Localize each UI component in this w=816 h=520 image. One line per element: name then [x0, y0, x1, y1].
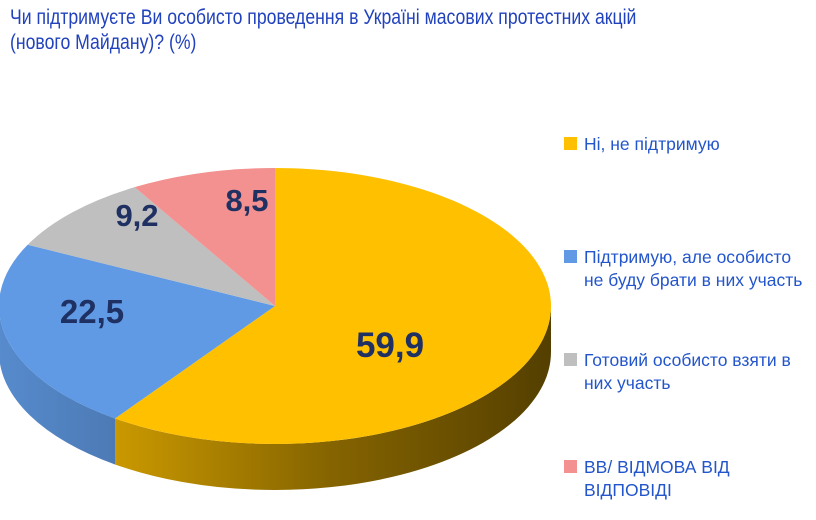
chart-title: Чи підтримуєте Ви особисто проведення в … [10, 5, 636, 55]
legend-label: Підтримую, але особисто не буду брати в … [584, 247, 803, 290]
slice-value-label: 8,5 [225, 183, 269, 218]
legend-item: Підтримую, але особисто не буду брати в … [564, 246, 814, 292]
legend-label: Готовий особисто взяти в них участь [584, 350, 791, 393]
legend-item: Готовий особисто взяти в них участь [564, 349, 814, 395]
legend-label: ВВ/ ВІДМОВА ВІД ВІДПОВІДІ [584, 457, 730, 500]
slice-value-label: 59,9 [355, 326, 425, 365]
chart-title-line-1: Чи підтримуєте Ви особисто проведення в … [10, 6, 637, 29]
legend-swatch [564, 250, 577, 263]
chart-title-line-2: (нового Майдану)? (%) [10, 31, 197, 54]
slice-value-label: 9,2 [115, 198, 159, 233]
legend-item: ВВ/ ВІДМОВА ВІД ВІДПОВІДІ [564, 456, 814, 502]
legend: Ні, не підтримую Підтримую, але особисто… [564, 0, 814, 520]
legend-swatch [564, 460, 577, 473]
legend-swatch [564, 137, 577, 150]
legend-item: Ні, не підтримую [564, 133, 814, 156]
legend-label: Ні, не підтримую [584, 134, 720, 154]
slice-value-label: 22,5 [59, 293, 125, 330]
legend-swatch [564, 353, 577, 366]
